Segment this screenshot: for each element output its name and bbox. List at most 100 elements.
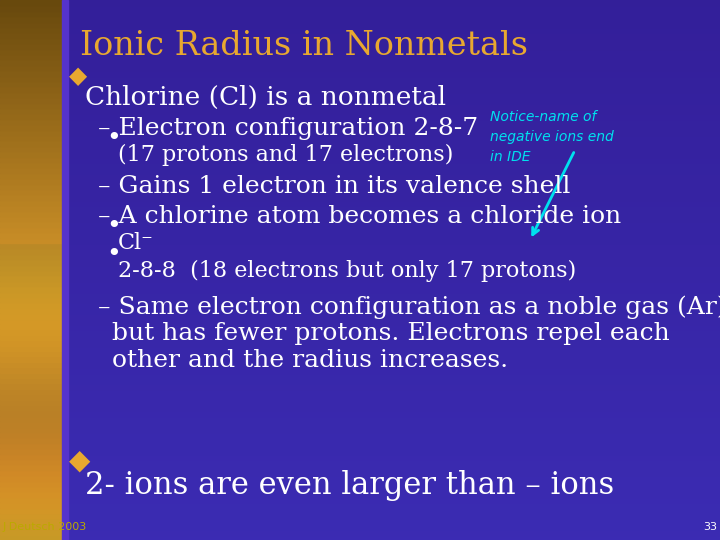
Bar (0, 232, 68, 238)
Bar (68, 324, 720, 329)
Bar (68, 362, 720, 367)
Bar (0, 59, 68, 65)
Bar (0, 238, 68, 243)
Bar (68, 454, 720, 459)
Bar (0, 448, 68, 454)
Bar (68, 410, 720, 416)
Bar (0, 43, 68, 49)
Bar (68, 16, 720, 22)
Bar (0, 481, 68, 486)
Text: Notice-name of: Notice-name of (490, 110, 596, 124)
Bar (68, 286, 720, 292)
Bar (0, 313, 68, 319)
Bar (0, 211, 68, 216)
Bar (0, 513, 68, 518)
Bar (0, 427, 68, 432)
Bar (0, 524, 68, 529)
Bar (68, 162, 720, 167)
Bar (68, 313, 720, 319)
Bar (68, 383, 720, 389)
Bar (68, 221, 720, 227)
Text: •: • (106, 214, 121, 238)
Bar (68, 319, 720, 324)
Text: – Same electron configuration as a noble gas (Ar): – Same electron configuration as a noble… (98, 295, 720, 319)
Bar (0, 491, 68, 497)
Bar (0, 475, 68, 481)
Bar (0, 124, 68, 130)
Bar (0, 270, 68, 275)
Bar (0, 324, 68, 329)
Bar (0, 470, 68, 475)
Bar (68, 135, 720, 140)
Bar (68, 167, 720, 173)
Bar (68, 421, 720, 427)
Bar (68, 76, 720, 81)
Bar (68, 475, 720, 481)
Text: Cl⁻: Cl⁻ (118, 232, 154, 254)
Bar (68, 103, 720, 108)
Bar (0, 113, 68, 119)
Bar (0, 454, 68, 459)
Bar (68, 59, 720, 65)
Bar (0, 167, 68, 173)
Bar (68, 86, 720, 92)
Text: other and the radius increases.: other and the radius increases. (112, 349, 508, 372)
Bar (68, 254, 720, 259)
Bar (68, 502, 720, 508)
Bar (68, 416, 720, 421)
Text: 2- ions are even larger than – ions: 2- ions are even larger than – ions (85, 470, 614, 501)
Bar (68, 124, 720, 130)
Bar (68, 259, 720, 265)
Bar (68, 535, 720, 540)
Bar (68, 216, 720, 221)
Bar (0, 189, 68, 194)
Bar (0, 49, 68, 54)
Text: – Gains 1 electron in its valence shell: – Gains 1 electron in its valence shell (98, 175, 570, 198)
Bar (0, 248, 68, 254)
Bar (0, 173, 68, 178)
Bar (68, 524, 720, 529)
Bar (0, 302, 68, 308)
Text: negative ions end: negative ions end (490, 130, 613, 144)
Bar (68, 335, 720, 340)
Bar (68, 151, 720, 157)
Text: •: • (106, 242, 121, 266)
Bar (0, 70, 68, 76)
Bar (0, 410, 68, 416)
Bar (0, 378, 68, 383)
Bar (0, 502, 68, 508)
Bar (68, 211, 720, 216)
Bar (0, 329, 68, 335)
Bar (0, 432, 68, 437)
Bar (68, 405, 720, 410)
Bar (68, 464, 720, 470)
Text: •: • (106, 126, 121, 151)
Bar (68, 378, 720, 383)
Bar (0, 146, 68, 151)
Bar (0, 157, 68, 162)
Text: in IDE: in IDE (490, 150, 531, 164)
Bar (68, 227, 720, 232)
Bar (68, 113, 720, 119)
Bar (68, 351, 720, 356)
Bar (68, 497, 720, 502)
Bar (0, 151, 68, 157)
Bar (0, 340, 68, 346)
Bar (0, 319, 68, 324)
Bar (68, 243, 720, 248)
Bar (68, 270, 720, 275)
Bar (68, 281, 720, 286)
Bar (68, 459, 720, 464)
Bar (68, 200, 720, 205)
Bar (0, 97, 68, 103)
Bar (68, 529, 720, 535)
Bar (0, 22, 68, 27)
Bar (68, 470, 720, 475)
Bar (0, 529, 68, 535)
Bar (0, 281, 68, 286)
Bar (0, 38, 68, 43)
Bar (68, 11, 720, 16)
Bar (0, 200, 68, 205)
Bar (0, 286, 68, 292)
Bar (0, 162, 68, 167)
